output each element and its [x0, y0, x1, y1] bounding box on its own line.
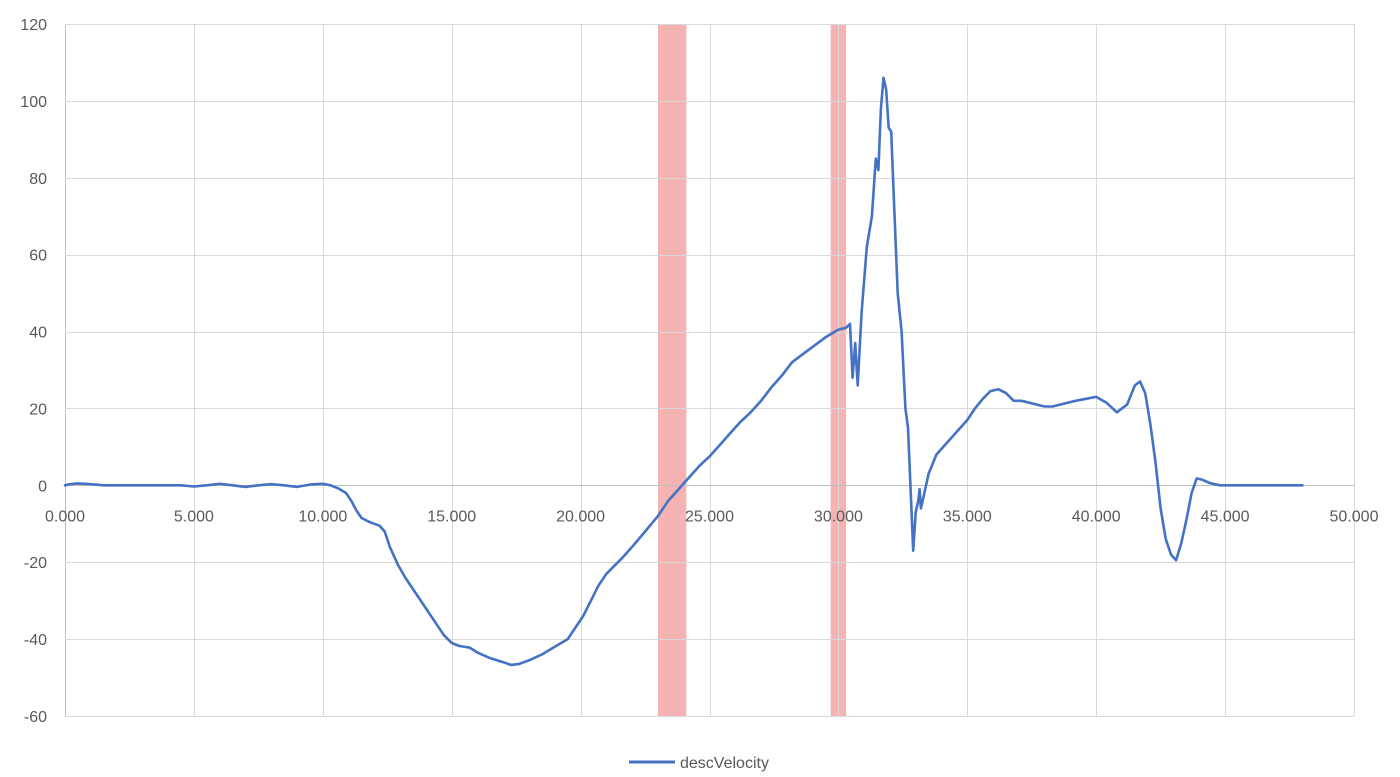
- x-tick-label: 25.000: [685, 508, 734, 525]
- highlight-band-1: [657, 24, 687, 716]
- series-layer: [63, 76, 1304, 667]
- x-tick-label: 45.000: [1201, 508, 1250, 525]
- x-tick-label: 35.000: [943, 508, 992, 525]
- y-tick-label: 60: [29, 248, 47, 265]
- y-tick-label: -40: [24, 632, 47, 649]
- x-tick-label: 5.000: [174, 508, 214, 525]
- x-tick-label: 15.000: [427, 508, 476, 525]
- y-tick-label: 40: [29, 325, 47, 342]
- y-tick-label: -60: [24, 709, 47, 726]
- series-line-descVelocity: [63, 76, 1304, 667]
- y-tick-label: 80: [29, 171, 47, 188]
- y-tick-label: -20: [24, 555, 47, 572]
- y-tick-label: 20: [29, 401, 47, 418]
- y-axis-tick-labels: -60 -40 -20 0 20 40 60 80 100 120: [20, 17, 47, 726]
- horizontal-gridlines: [65, 24, 1354, 717]
- x-tick-label: 10.000: [298, 508, 347, 525]
- x-axis-tick-labels: 0.000 5.000 10.000 15.000 20.000 25.000 30.000…: [45, 508, 1379, 525]
- x-tick-label: 30.000: [814, 508, 863, 525]
- x-tick-label: 40.000: [1072, 508, 1121, 525]
- vertical-gridlines: [65, 24, 1355, 716]
- x-tick-label: 50.000: [1330, 508, 1379, 525]
- highlight-bands: [657, 24, 847, 716]
- x-tick-label: 20.000: [556, 508, 605, 525]
- x-tick-label: 0.000: [45, 508, 85, 525]
- y-tick-label: 100: [20, 94, 47, 111]
- legend: descVelocity: [629, 755, 769, 772]
- y-tick-label: 120: [20, 17, 47, 34]
- y-tick-label: 0: [38, 478, 47, 495]
- legend-label: descVelocity: [680, 755, 769, 772]
